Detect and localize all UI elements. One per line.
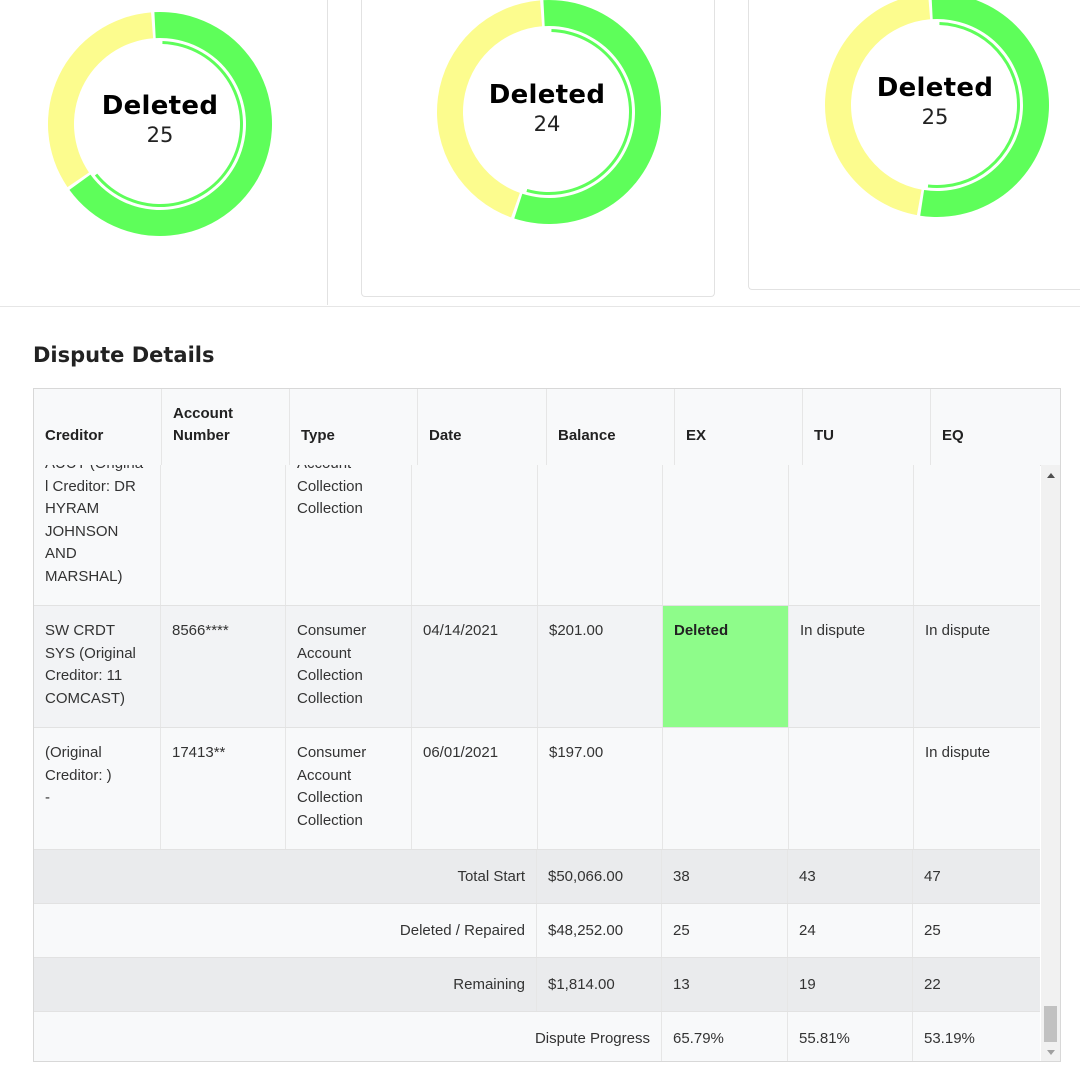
- scroll-up-arrow-icon[interactable]: [1041, 467, 1060, 483]
- ex-donut-label: Deleted 25: [80, 91, 240, 147]
- column-header-date[interactable]: Date: [418, 389, 547, 465]
- summary-ex: 38: [662, 850, 788, 903]
- table-body: AUUT (Origina l Creditor: DR HYRAM JOHNS…: [34, 465, 1040, 1061]
- table-row: AUUT (Origina l Creditor: DR HYRAM JOHNS…: [34, 465, 1040, 606]
- summary-label: Deleted / Repaired: [34, 904, 537, 957]
- summary-balance: $1,814.00: [537, 958, 662, 1011]
- dispute-details-table: Creditor Account Number Type Date Balanc…: [33, 388, 1061, 1062]
- donut-cards-row: Deleted 25 Deleted 24 Deleted 25: [0, 0, 1080, 310]
- eq-status-cell: In dispute: [925, 744, 991, 761]
- ex-status-cell-deleted: Deleted: [663, 606, 789, 727]
- balance-cell: [538, 465, 663, 605]
- table-header-row: Creditor Account Number Type Date Balanc…: [34, 389, 1060, 466]
- ex-donut-card: Deleted 25: [0, 0, 328, 305]
- column-header-ex[interactable]: EX: [675, 389, 803, 465]
- summary-balance: $48,252.00: [537, 904, 662, 957]
- summary-tu: 24: [788, 904, 913, 957]
- summary-label: Remaining: [34, 958, 537, 1011]
- balance-cell: $201.00: [538, 606, 663, 727]
- creditor-cell: (Original Creditor: ) -: [34, 728, 161, 849]
- type-cell: Consumer Account Collection Collection: [286, 606, 412, 727]
- type-cell: Account Collection Collection: [286, 465, 412, 605]
- account-number-cell: [161, 465, 286, 605]
- creditor-cell: SW CRDT SYS (Original Creditor: 11 COMCA…: [34, 606, 161, 727]
- donut-remaining-segment: [47, 12, 154, 188]
- progress-label: Dispute Progress: [34, 1012, 662, 1061]
- table-scrollbar[interactable]: [1041, 465, 1060, 1061]
- donut-remaining-segment: [825, 0, 931, 216]
- balance-cell: $197.00: [538, 728, 663, 849]
- summary-row-remaining: Remaining $1,814.00 13 19 22: [34, 958, 1040, 1012]
- date-cell: 06/01/2021: [412, 728, 538, 849]
- summary-ex: 25: [662, 904, 788, 957]
- creditor-cell: AUUT (Origina l Creditor: DR HYRAM JOHNS…: [34, 465, 161, 605]
- tu-status-cell: [789, 728, 914, 849]
- summary-tu: 43: [788, 850, 913, 903]
- tu-status-cell: [789, 465, 914, 605]
- donut-deleted-segment: [920, 0, 1049, 217]
- eq-donut-label: Deleted 25: [855, 73, 1015, 129]
- eq-status-cell: [914, 465, 1040, 605]
- eq-donut-chart: [825, 0, 1049, 217]
- summary-tu: 19: [788, 958, 913, 1011]
- summary-row-deleted-repaired: Deleted / Repaired $48,252.00 25 24 25: [34, 904, 1040, 958]
- column-header-account-number[interactable]: Account Number: [162, 389, 290, 465]
- column-header-type[interactable]: Type: [290, 389, 418, 465]
- type-cell: Consumer Account Collection Collection: [286, 728, 412, 849]
- column-header-balance[interactable]: Balance: [547, 389, 675, 465]
- summary-row-total-start: Total Start $50,066.00 38 43 47: [34, 850, 1040, 904]
- tu-donut-chart: [437, 0, 661, 225]
- donut-status-label: Deleted: [876, 73, 994, 103]
- cards-divider: [0, 306, 1080, 307]
- scrollbar-thumb[interactable]: [1044, 1006, 1057, 1042]
- summary-eq: 25: [924, 922, 941, 939]
- summary-row-dispute-progress: Dispute Progress 65.79% 55.81% 53.19%: [34, 1012, 1040, 1061]
- table-row: (Original Creditor: ) - 17413** Consumer…: [34, 728, 1040, 850]
- donut-deleted-count: 24: [533, 112, 561, 136]
- summary-eq: 22: [924, 976, 941, 993]
- scroll-down-arrow-icon[interactable]: [1041, 1044, 1060, 1060]
- tu-donut-card: Deleted 24: [361, 0, 715, 297]
- ex-donut-chart: [47, 12, 272, 236]
- column-header-creditor[interactable]: Creditor: [34, 389, 162, 465]
- ex-status-cell: [663, 728, 789, 849]
- table-row: SW CRDT SYS (Original Creditor: 11 COMCA…: [34, 606, 1040, 728]
- donut-status-label: Deleted: [101, 91, 219, 121]
- donut-deleted-segment: [514, 0, 661, 225]
- date-cell: [412, 465, 538, 605]
- account-number-cell: 8566****: [161, 606, 286, 727]
- ex-status-cell: [663, 465, 789, 605]
- donut-remaining-segment: [437, 0, 543, 218]
- date-cell: 04/14/2021: [412, 606, 538, 727]
- progress-eq: 53.19%: [924, 1030, 975, 1047]
- account-number-cell: 17413**: [161, 728, 286, 849]
- eq-donut-card: Deleted 25: [748, 0, 1080, 290]
- donut-deleted-count: 25: [146, 123, 174, 147]
- table-body-scroll-area[interactable]: AUUT (Origina l Creditor: DR HYRAM JOHNS…: [34, 465, 1040, 1061]
- column-header-tu[interactable]: TU: [803, 389, 931, 465]
- donut-deleted-count: 25: [921, 105, 949, 129]
- progress-ex: 65.79%: [662, 1012, 788, 1061]
- eq-status-cell: In dispute: [925, 622, 991, 639]
- dispute-details-title: Dispute Details: [33, 343, 215, 367]
- column-header-eq[interactable]: EQ: [942, 427, 964, 444]
- summary-ex: 13: [662, 958, 788, 1011]
- tu-status-cell: In dispute: [789, 606, 914, 727]
- progress-tu: 55.81%: [788, 1012, 913, 1061]
- summary-label: Total Start: [34, 850, 537, 903]
- summary-balance: $50,066.00: [537, 850, 662, 903]
- summary-eq: 47: [924, 868, 941, 885]
- tu-donut-label: Deleted 24: [467, 80, 627, 136]
- donut-status-label: Deleted: [488, 80, 606, 110]
